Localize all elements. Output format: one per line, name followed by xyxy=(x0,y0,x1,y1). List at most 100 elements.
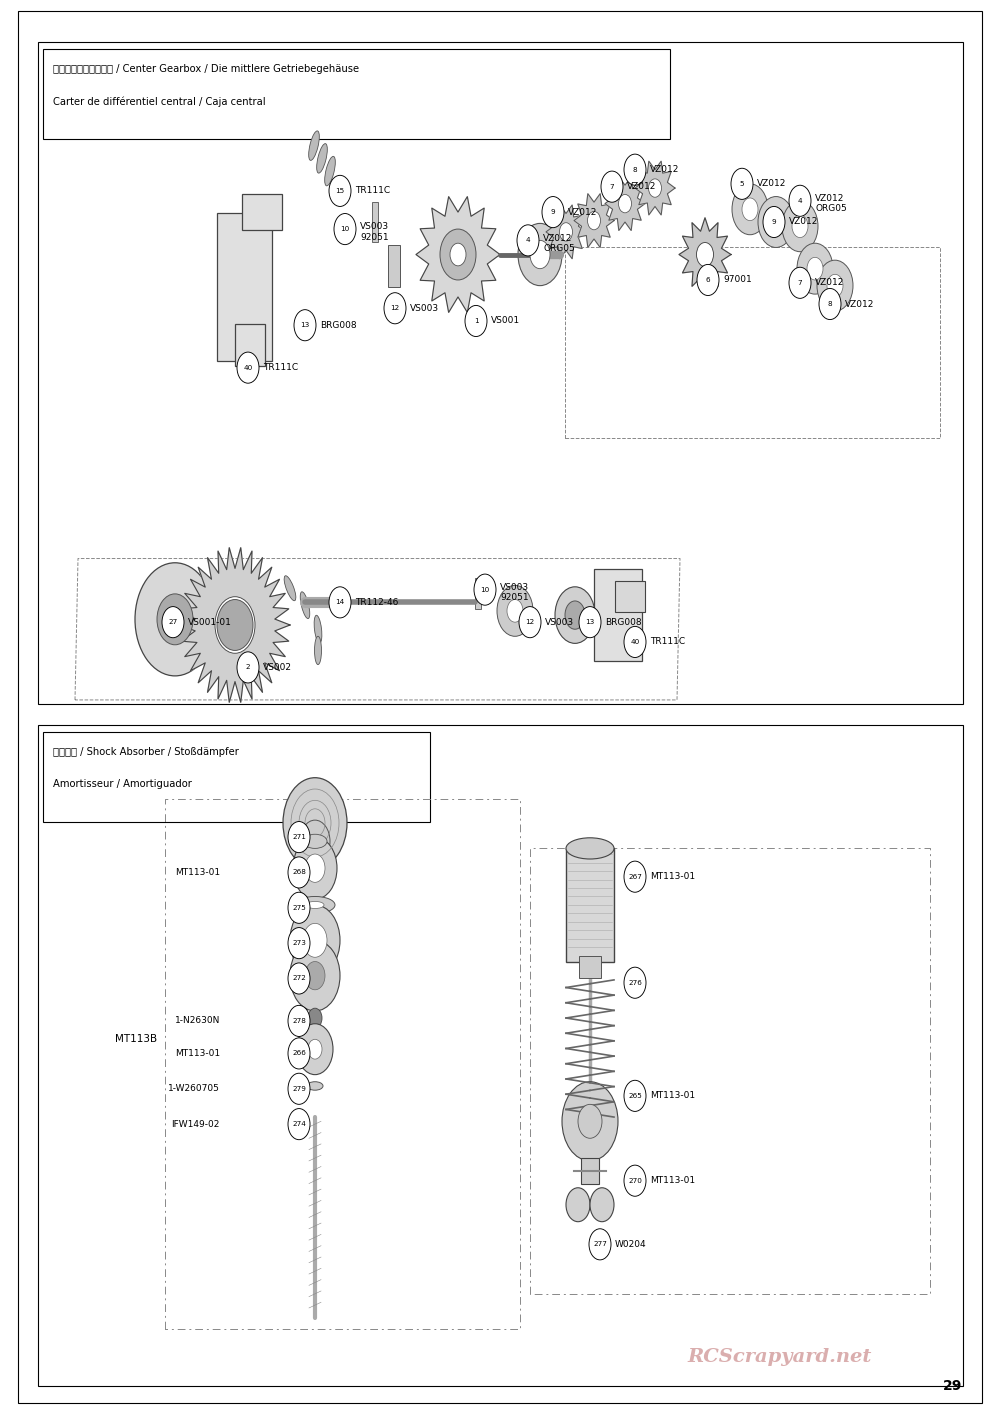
Circle shape xyxy=(827,274,843,297)
Text: 29: 29 xyxy=(943,1379,962,1393)
Text: 9: 9 xyxy=(772,219,776,225)
Circle shape xyxy=(288,1073,310,1104)
Circle shape xyxy=(334,214,356,245)
Text: MT113-01: MT113-01 xyxy=(650,1092,695,1100)
Text: 273: 273 xyxy=(292,940,306,946)
Circle shape xyxy=(542,197,564,228)
Circle shape xyxy=(305,854,325,882)
Text: 10: 10 xyxy=(340,226,350,232)
Circle shape xyxy=(237,352,259,383)
Text: 14: 14 xyxy=(335,600,345,605)
Circle shape xyxy=(465,305,487,337)
Text: 8: 8 xyxy=(828,301,832,307)
Circle shape xyxy=(519,607,541,638)
Circle shape xyxy=(300,820,330,863)
Circle shape xyxy=(588,211,600,230)
Text: VZ012: VZ012 xyxy=(650,165,679,174)
Text: 40: 40 xyxy=(243,365,253,370)
Bar xyxy=(566,848,614,962)
Circle shape xyxy=(293,837,337,899)
Circle shape xyxy=(797,243,833,294)
Circle shape xyxy=(590,1188,614,1222)
Text: 1: 1 xyxy=(474,318,478,324)
Circle shape xyxy=(565,601,585,629)
Text: 1-W260705: 1-W260705 xyxy=(168,1085,220,1093)
Text: 5: 5 xyxy=(740,181,744,187)
Circle shape xyxy=(807,257,823,280)
Text: MT113-01: MT113-01 xyxy=(650,1176,695,1185)
Text: ダンパー / Shock Absorber / Stoßdämpfer: ダンパー / Shock Absorber / Stoßdämpfer xyxy=(53,747,239,756)
Circle shape xyxy=(555,587,595,643)
Text: 4: 4 xyxy=(526,238,530,243)
Circle shape xyxy=(789,267,811,298)
Text: 277: 277 xyxy=(593,1241,607,1247)
Text: 8: 8 xyxy=(633,167,637,173)
Text: MT113-01: MT113-01 xyxy=(650,872,695,881)
Text: 272: 272 xyxy=(292,976,306,981)
Circle shape xyxy=(578,1104,602,1138)
Text: 7: 7 xyxy=(798,280,802,286)
Circle shape xyxy=(290,940,340,1011)
Circle shape xyxy=(162,607,184,638)
Bar xyxy=(38,725,963,1386)
Text: VS001: VS001 xyxy=(491,317,520,325)
Bar xyxy=(579,956,601,978)
Ellipse shape xyxy=(300,592,310,618)
Circle shape xyxy=(288,822,310,853)
Circle shape xyxy=(566,1188,590,1222)
Bar xyxy=(581,1158,599,1184)
Text: 12: 12 xyxy=(525,619,535,625)
Text: VZ012: VZ012 xyxy=(568,208,597,216)
Circle shape xyxy=(474,574,496,605)
Text: 271: 271 xyxy=(292,834,306,840)
Text: 274: 274 xyxy=(292,1121,306,1127)
Circle shape xyxy=(288,892,310,923)
Text: VZ012
ORG05: VZ012 ORG05 xyxy=(815,194,847,214)
Circle shape xyxy=(168,609,182,629)
Text: VS003: VS003 xyxy=(410,304,439,312)
Text: W0204: W0204 xyxy=(615,1240,647,1249)
Text: VZ012: VZ012 xyxy=(627,182,656,191)
Text: RCScrapyard.net: RCScrapyard.net xyxy=(688,1349,872,1366)
Circle shape xyxy=(758,197,794,247)
Polygon shape xyxy=(605,177,645,230)
Circle shape xyxy=(792,215,808,238)
Text: 4: 4 xyxy=(798,198,802,204)
Text: VS003
92051: VS003 92051 xyxy=(360,222,389,242)
Text: BRG008: BRG008 xyxy=(605,618,642,626)
Ellipse shape xyxy=(295,896,335,913)
Text: TR111C: TR111C xyxy=(263,363,298,372)
Circle shape xyxy=(817,260,853,311)
Circle shape xyxy=(624,626,646,658)
Text: 267: 267 xyxy=(628,874,642,880)
Text: 266: 266 xyxy=(292,1051,306,1056)
Circle shape xyxy=(308,1008,322,1028)
Circle shape xyxy=(217,600,253,650)
Text: Carter de différentiel central / Caja central: Carter de différentiel central / Caja ce… xyxy=(53,96,266,106)
Text: VS003
92051: VS003 92051 xyxy=(500,583,529,602)
Circle shape xyxy=(288,1109,310,1140)
Circle shape xyxy=(288,963,310,994)
Bar xyxy=(216,212,272,361)
Circle shape xyxy=(329,587,351,618)
Circle shape xyxy=(305,962,325,990)
Text: 1-N2630N: 1-N2630N xyxy=(175,1017,220,1025)
Circle shape xyxy=(297,1024,333,1075)
Text: 9: 9 xyxy=(551,209,555,215)
Bar xyxy=(475,578,481,609)
Circle shape xyxy=(530,240,550,269)
Circle shape xyxy=(731,168,753,199)
Ellipse shape xyxy=(314,615,322,643)
Polygon shape xyxy=(180,547,290,703)
Text: VS002: VS002 xyxy=(263,663,292,672)
Bar xyxy=(43,49,670,139)
Text: 278: 278 xyxy=(292,1018,306,1024)
Circle shape xyxy=(290,905,340,976)
Ellipse shape xyxy=(284,575,296,601)
Text: MT113-01: MT113-01 xyxy=(175,868,220,877)
Circle shape xyxy=(450,243,466,266)
Text: 12: 12 xyxy=(390,305,400,311)
Circle shape xyxy=(624,861,646,892)
Text: 6: 6 xyxy=(706,277,710,283)
Circle shape xyxy=(618,194,632,212)
